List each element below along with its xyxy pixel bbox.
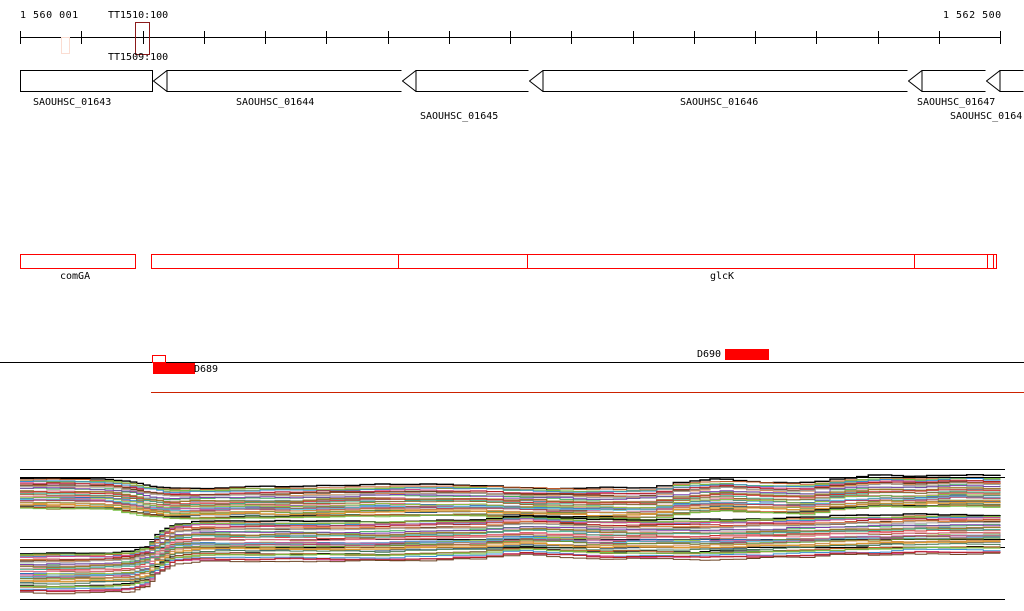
gene-SAOUHSC_01644[interactable] [152,70,402,92]
ruler-tick [510,31,511,44]
ruler-marker-label-bottom: TT1509:100 [108,52,169,63]
hit-track: D689 D690 [0,340,1024,410]
hit-baseline [0,362,1024,363]
gene-SAOUHSC_01648[interactable] [985,70,1024,92]
plot-trace [20,524,1001,566]
gene-label-SAOUHSC_01648: SAOUHSC_0164 [950,111,1023,122]
gene-SAOUHSC_01647[interactable] [907,70,986,92]
gene-SAOUHSC_01646[interactable] [528,70,908,92]
feature-label-glcK: glcK [710,271,735,282]
ruler-tick [81,31,83,44]
plot-trace [20,485,1001,500]
plot-trace [20,481,1001,498]
hit-outline-D689 [152,355,166,363]
ruler-tick [1000,31,1001,44]
gene-track: SAOUHSC_01643 SAOUHSC_01644 SAOUHSC_01645 S… [0,66,1024,132]
plot-trace [20,513,1001,555]
ruler-tick [448,31,450,44]
red-feature-track: comGA glcK [0,245,1024,290]
gene-label-SAOUHSC_01647: SAOUHSC_01647 [917,97,996,108]
ruler-tick [632,31,634,44]
ruler-tick [755,31,756,44]
feature-divider [914,254,915,269]
ruler-tick [265,31,266,44]
gene-glyph [20,70,153,92]
plot-trace [20,552,1001,595]
gene-label-SAOUHSC_01646: SAOUHSC_01646 [680,97,759,108]
plot-trace [20,528,1001,570]
hit-block-D689[interactable] [153,363,195,374]
coordinate-ruler-track: 1 560 001 1 562 500 TT1510:100 TT1509:10… [0,0,1024,66]
plot-trace [20,526,1001,569]
hit-block-D690[interactable] [725,349,769,360]
plot-trace [20,543,1001,585]
hit-label-D689: D689 [194,364,219,375]
gene-SAOUHSC_01645[interactable] [401,70,529,92]
gene-glyph [985,70,1024,92]
alignment-identity-plot [0,455,1024,611]
gene-label-SAOUHSC_01645: SAOUHSC_01645 [420,111,499,122]
feature-glcK[interactable] [151,254,997,269]
feature-divider [993,254,994,269]
ruler-right-coordinate: 1 562 500 [943,10,1002,21]
plot-svg [20,469,1005,600]
gene-glyph [401,70,529,92]
ruler-left-coordinate: 1 560 001 [20,10,79,21]
ruler-tick [326,31,328,44]
feature-label-comGA: comGA [60,271,91,282]
ruler-tick [877,31,879,44]
ruler-tick [387,31,389,44]
gene-glyph [907,70,986,92]
ruler-marker-label-top: TT1510:100 [108,10,169,21]
ruler-marker-faint[interactable] [61,37,70,54]
ruler-tick [938,31,940,44]
ruler-tick [203,31,205,44]
ruler-tick [816,31,818,44]
ruler-tick [571,31,573,44]
plot-trace [20,477,1001,494]
hit-red-line [151,392,1024,393]
feature-comGA[interactable] [20,254,136,269]
plot-trace [20,499,1001,515]
gene-label-SAOUHSC_01643: SAOUHSC_01643 [33,97,112,108]
gene-SAOUHSC_01643[interactable] [20,70,153,92]
gene-glyph [152,70,402,92]
feature-divider [987,254,988,269]
ruler-tick [693,31,695,44]
ruler-tick [142,31,144,44]
hit-label-D690: D690 [697,349,722,360]
gene-glyph [528,70,908,92]
ruler-tick [20,31,21,44]
feature-divider [398,254,399,269]
plot-trace [20,501,1001,517]
plot-trace [20,495,1001,512]
gene-label-SAOUHSC_01644: SAOUHSC_01644 [236,97,315,108]
ruler-marker-tt1510[interactable] [135,22,150,55]
feature-divider [527,254,528,269]
plot-trace [20,539,1001,582]
